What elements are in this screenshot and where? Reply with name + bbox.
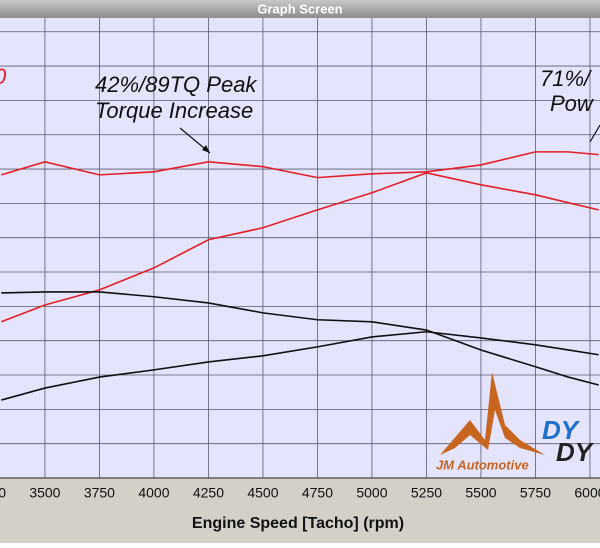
x-tick-label: 3250	[0, 485, 6, 501]
annotation: 0	[0, 64, 7, 89]
arrow-head	[202, 145, 210, 153]
x-tick-label: 5750	[520, 485, 551, 501]
plot-area	[0, 18, 600, 478]
x-tick-label: 4250	[193, 485, 224, 501]
x-tick-label: 5000	[356, 485, 387, 501]
arrow	[589, 124, 600, 143]
x-axis-label: Engine Speed [Tacho] (rpm)	[192, 515, 404, 532]
series-line	[1, 171, 599, 323]
x-tick-label: 3500	[29, 485, 60, 501]
window-title: Graph Screen	[257, 1, 342, 16]
series-line	[1, 151, 599, 179]
x-tick-label: 4750	[302, 485, 333, 501]
x-tick-label: 6000	[574, 485, 600, 501]
logo: JM Automotive DY DY	[436, 372, 595, 472]
annotation: Torque Increase	[95, 98, 253, 123]
series-line	[1, 291, 599, 386]
x-tick-label: 4500	[247, 485, 278, 501]
x-tick-label: 5500	[465, 485, 496, 501]
series-line	[1, 330, 599, 401]
annotation: Pow	[550, 91, 595, 116]
annotation: 71%/	[540, 66, 592, 91]
logo-text: DY	[556, 437, 595, 467]
logo-text: JM Automotive	[436, 457, 529, 472]
logo-shape	[440, 372, 545, 455]
x-tick-label: 5250	[411, 485, 442, 501]
title-bar	[0, 0, 600, 18]
x-tick-label: 4000	[138, 485, 169, 501]
annotation: 42%/89TQ Peak	[95, 72, 257, 97]
logo-text: DY	[542, 415, 581, 445]
x-tick-label: 3750	[84, 485, 115, 501]
